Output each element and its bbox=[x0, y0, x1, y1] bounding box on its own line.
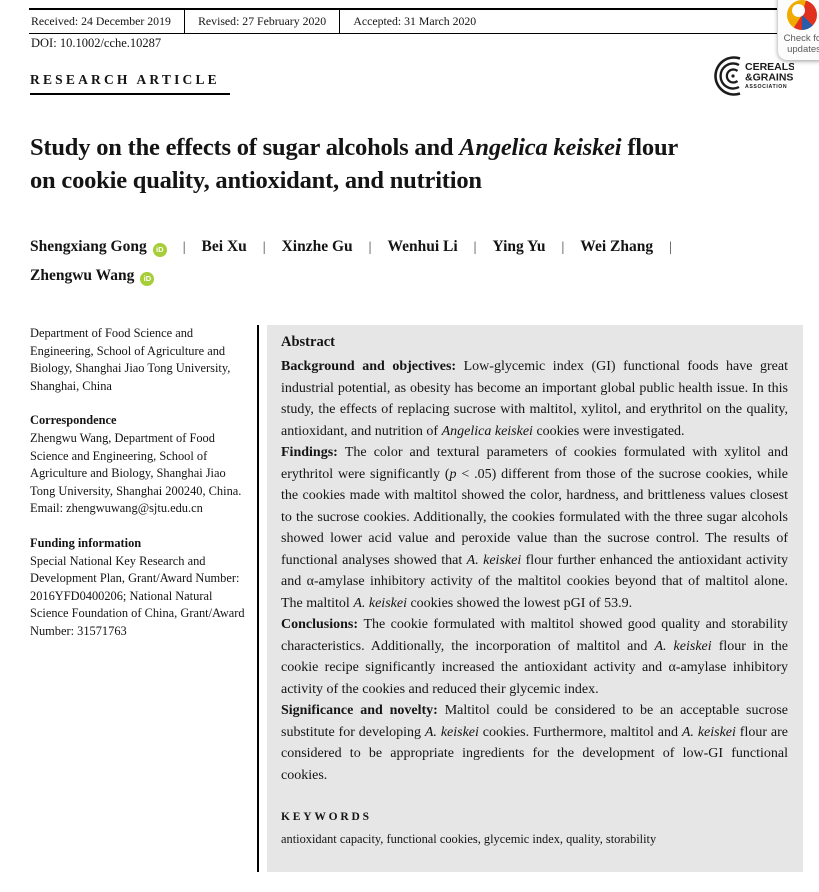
author-group: Wei Zhang | bbox=[580, 238, 688, 255]
text-segment: flour further enhanced the antioxidant a… bbox=[281, 552, 788, 611]
article-title: Study on the effects of sugar alcohols a… bbox=[30, 131, 800, 197]
text-segment: The color and textural parameters of coo… bbox=[281, 445, 788, 482]
author-separator: | bbox=[182, 240, 186, 255]
author-name: Shengxiang Gong bbox=[30, 238, 147, 255]
abstract-paragraph-findings: Findings: The color and textural paramet… bbox=[281, 442, 788, 614]
sidebar-divider bbox=[257, 325, 259, 872]
text-segment: on cookie quality, antioxidant, and nutr… bbox=[30, 167, 482, 194]
abstract-paragraph-conclusions: Conclusions: The cookie formulated with … bbox=[281, 614, 788, 700]
text-segment: flour in the cookie recipe significantly… bbox=[281, 638, 788, 697]
text-segment: < .05) different from those of the sucro… bbox=[281, 466, 788, 568]
text-segment: p bbox=[449, 466, 457, 482]
dates-bar: Received: 24 December 2019 Revised: 27 F… bbox=[29, 8, 777, 34]
funding-text: Special National Key Research and Develo… bbox=[30, 553, 245, 638]
author-name: Zhengwu Wang bbox=[30, 267, 135, 284]
text-segment: A. keiskei bbox=[424, 724, 479, 740]
text-segment: Conclusions: bbox=[281, 617, 364, 632]
author-list: Shengxiang Gong iD | Bei Xu | Xinzhe Gu | Wenhu… bbox=[30, 233, 800, 290]
sidebar: Department of Food Science and Engineeri… bbox=[30, 325, 253, 641]
author-separator: | bbox=[262, 240, 266, 255]
author-group: Ying Yu | bbox=[492, 238, 580, 255]
author-group: Xinzhe Gu | bbox=[282, 238, 388, 255]
check-updates-label: Check for updates bbox=[778, 33, 819, 55]
keywords-heading: KEYWORDS bbox=[281, 811, 372, 823]
article-type-label: RESEARCH ARTICLE bbox=[30, 72, 230, 95]
text-segment: Maltitol could be considered to be an ac… bbox=[281, 703, 789, 740]
abstract-paragraph-background: Background and objectives: Low-glycemic … bbox=[281, 356, 788, 442]
author-separator: | bbox=[368, 240, 372, 255]
cereals-grains-logo-icon: CEREALS &GRAINS ASSOCIATION bbox=[714, 56, 794, 96]
correspondence-heading: Correspondence bbox=[30, 413, 117, 428]
abstract-paragraph-significance: Significance and novelty: Maltitol could… bbox=[281, 700, 788, 786]
author-name: Wei Zhang bbox=[580, 238, 654, 255]
svg-text:ASSOCIATION: ASSOCIATION bbox=[745, 84, 787, 90]
author-group: Zhengwu Wang iD bbox=[30, 267, 155, 286]
text-segment: Findings: bbox=[281, 445, 345, 460]
text-segment: cookies showed the lowest pGI of 53.9. bbox=[406, 595, 633, 611]
author-separator: | bbox=[669, 240, 672, 255]
revised-date: Revised: 27 February 2020 bbox=[198, 14, 327, 28]
text-segment: flour bbox=[621, 134, 679, 161]
dates-separator bbox=[183, 10, 186, 33]
text-segment: flour are considered to be appropriate i… bbox=[281, 724, 788, 783]
author-name: Wenhui Li bbox=[387, 238, 458, 255]
text-segment: The cookie formulated with maltitol show… bbox=[281, 617, 788, 654]
received-date: Received: 24 December 2019 bbox=[31, 14, 171, 28]
affiliation: Department of Food Science and Engineeri… bbox=[30, 326, 231, 393]
author-name: Ying Yu bbox=[492, 238, 546, 255]
author-separator: | bbox=[561, 240, 565, 255]
check-updates-line1: Check for bbox=[783, 33, 819, 44]
author-group: Wenhui Li | bbox=[387, 238, 492, 255]
author-name: Bei Xu bbox=[201, 238, 247, 255]
orcid-icon[interactable]: iD bbox=[152, 243, 167, 257]
text-segment: Background and objectives: bbox=[281, 359, 464, 374]
correspondence-email: Email: zhengwuwang@sjtu.edu.cn bbox=[30, 501, 203, 516]
text-segment: Angelica keiskei bbox=[441, 423, 533, 439]
abstract-panel: Abstract Background and objectives: Low-… bbox=[267, 325, 803, 872]
author-name: Xinzhe Gu bbox=[281, 238, 353, 255]
abstract-heading: Abstract bbox=[281, 334, 335, 350]
svg-text:CEREALS: CEREALS bbox=[745, 61, 794, 73]
doi: DOI: 10.1002/cche.10287 bbox=[31, 36, 162, 50]
funding-heading: Funding information bbox=[30, 535, 142, 550]
keywords-text: antioxidant capacity, functional cookies… bbox=[281, 832, 657, 846]
text-segment: A. keiskei bbox=[681, 724, 736, 740]
text-segment: cookies. Furthermore, maltitol and bbox=[478, 724, 682, 740]
text-segment: Study on the effects of sugar alcohols a… bbox=[30, 134, 460, 161]
dates-separator bbox=[339, 10, 341, 33]
text-segment: Significance and novelty: bbox=[281, 703, 445, 718]
correspondence-text: Zhengwu Wang, Department of Food Science… bbox=[30, 430, 242, 498]
text-segment: Low-glycemic index (GI) functional foods… bbox=[281, 359, 788, 439]
text-segment: A. keiskei bbox=[654, 638, 712, 654]
author-group: Shengxiang Gong iD | bbox=[30, 238, 202, 257]
text-segment: A. keiskei bbox=[466, 552, 522, 568]
crossmark-icon bbox=[787, 0, 817, 30]
text-segment: cookies were investigated. bbox=[532, 423, 685, 439]
author-separator: | bbox=[473, 240, 477, 255]
check-updates-line2: updates bbox=[787, 44, 819, 55]
check-updates-badge[interactable]: Check for updates bbox=[778, 0, 819, 60]
svg-text:&GRAINS: &GRAINS bbox=[745, 72, 793, 84]
accepted-date: Accepted: 31 March 2020 bbox=[353, 14, 477, 28]
text-segment: A. keiskei bbox=[353, 595, 407, 611]
orcid-icon[interactable]: iD bbox=[140, 272, 155, 286]
author-group: Bei Xu | bbox=[202, 238, 282, 255]
text-segment: Angelica keiskei bbox=[459, 134, 622, 161]
